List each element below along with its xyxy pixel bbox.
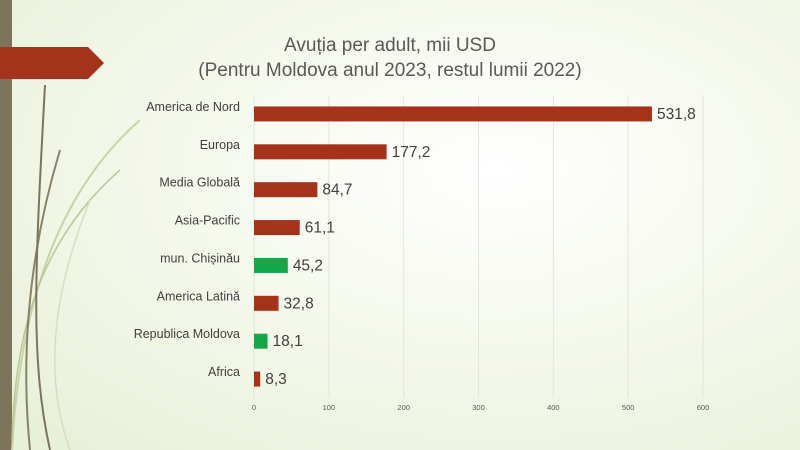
left-accent-bar <box>0 0 12 450</box>
category-label: mun. Chișinău <box>160 251 240 265</box>
bar <box>254 257 288 273</box>
value-label: 61,1 <box>305 220 335 237</box>
category-label: Asia-Pacific <box>175 214 240 228</box>
x-tick-label: 400 <box>547 403 560 412</box>
bar <box>254 333 268 349</box>
category-label: Europa <box>200 138 240 152</box>
chart-title: Avuția per adult, mii USD <box>284 35 496 56</box>
value-label: 177,2 <box>392 144 431 161</box>
category-label: Africa <box>208 365 240 379</box>
value-label: 8,3 <box>265 371 287 388</box>
value-label: 84,7 <box>322 182 352 199</box>
bar <box>254 106 652 122</box>
x-tick-label: 0 <box>252 403 256 412</box>
value-label: 32,8 <box>284 295 314 312</box>
bar <box>254 144 387 160</box>
category-label: Republica Moldova <box>134 327 240 341</box>
category-labels: America de Nord Europa Media Globală Asia-P… <box>134 100 240 379</box>
chart-subtitle: (Pentru Moldova anul 2023, restul lumii … <box>198 60 582 81</box>
gridlines <box>253 95 704 398</box>
category-label: America Latină <box>157 289 240 303</box>
value-label: 45,2 <box>293 257 323 274</box>
decorative-curves <box>11 84 140 450</box>
bar <box>254 371 261 387</box>
x-tick-label: 500 <box>622 403 635 412</box>
x-tick-label: 600 <box>697 403 710 412</box>
x-tick-label: 300 <box>472 403 485 412</box>
x-tick-label: 100 <box>323 403 336 412</box>
category-label: Media Globală <box>159 176 240 190</box>
value-label: 18,1 <box>273 333 303 350</box>
chart-title-block: Avuția per adult, mii USD (Pentru Moldov… <box>130 33 650 83</box>
x-tick-label: 200 <box>397 403 410 412</box>
title-arrow-tab <box>0 47 104 79</box>
bars <box>254 106 652 387</box>
value-labels: 531,8 177,2 84,7 61,1 45,2 32,8 18,1 8,3 <box>265 106 696 388</box>
category-label: America de Nord <box>146 100 240 114</box>
bar <box>254 295 279 311</box>
bar <box>254 220 300 236</box>
x-axis-ticks: 0 100 200 300 400 500 600 <box>252 403 709 412</box>
value-label: 531,8 <box>657 106 696 123</box>
bar <box>254 182 318 198</box>
